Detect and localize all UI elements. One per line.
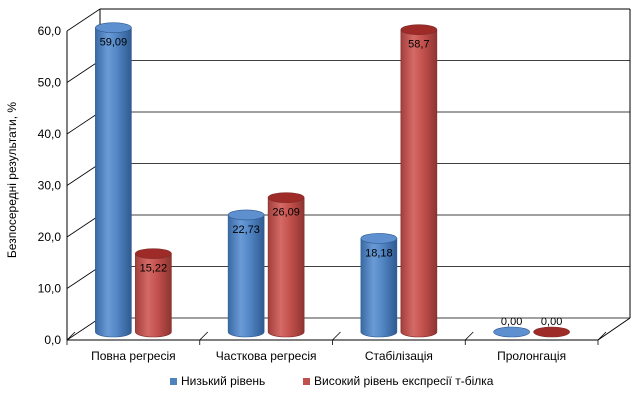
gridline-side (66, 8, 101, 32)
bar-cylinder (360, 233, 398, 338)
gridline-side (66, 317, 101, 341)
bar-cylinder (493, 326, 530, 338)
bar-body (135, 253, 172, 338)
data-label: 22,73 (232, 224, 260, 236)
x-tick-label: Стабілізація (365, 349, 433, 363)
bar-cap (95, 22, 132, 33)
x-tick-label: Повна регресія (91, 349, 176, 363)
data-label: 0,00 (501, 316, 522, 328)
bar-body (400, 29, 438, 338)
y-tick-label: 10,0 (38, 282, 62, 296)
y-axis-title: Безпосередні результати, % (5, 102, 19, 258)
bar-cap (400, 24, 438, 35)
bar-body (227, 214, 265, 338)
data-label: 26,09 (272, 207, 300, 219)
legend-label: Високий рівень експресії т-білка (314, 374, 494, 388)
bar-cap (533, 326, 570, 338)
data-label: 59,09 (100, 37, 128, 49)
x-tick (597, 331, 607, 341)
gridline-side (66, 60, 101, 83)
x-tick-label: Часткова регресія (216, 349, 317, 363)
x-tick (66, 331, 76, 341)
data-label: 0,00 (541, 316, 562, 328)
bar-cap (227, 209, 265, 221)
data-label: 18,18 (365, 247, 393, 259)
legend-swatch (170, 378, 177, 385)
y-tick-label: 60,0 (38, 24, 62, 38)
y-tick-label: 0,0 (44, 333, 61, 347)
bar-cylinder (400, 24, 438, 338)
legend-label: Низький рівень (181, 374, 265, 388)
bar-cylinder (95, 22, 132, 338)
y-tick-label: 40,0 (38, 127, 62, 141)
bar-cap (135, 248, 172, 259)
bar-cap (267, 192, 305, 203)
x-tick (199, 331, 209, 341)
x-tick (464, 331, 474, 341)
x-tick (332, 331, 341, 341)
y-tick-label: 30,0 (38, 179, 62, 193)
y-tick-label: 20,0 (38, 230, 62, 244)
gridline-side (66, 214, 101, 238)
bar-cylinder (267, 192, 305, 338)
bar-body (360, 238, 398, 338)
gridline-side (66, 163, 101, 186)
x-tick-label: Пролонгація (497, 349, 566, 363)
data-label: 15,22 (140, 263, 168, 275)
legend-swatch (303, 378, 310, 385)
bar-body (95, 27, 132, 338)
y-tick-label: 50,0 (38, 76, 62, 90)
bar-body (267, 197, 305, 338)
gridline-side (66, 111, 101, 135)
data-label: 58,7 (408, 39, 429, 51)
bar-cylinder (227, 209, 265, 338)
gridline-side (66, 266, 101, 289)
floor-right-edge (597, 317, 631, 341)
bar-cap (360, 233, 398, 244)
bar-cap (493, 326, 530, 338)
bar-cylinder (135, 248, 172, 338)
bar-cylinder (533, 326, 570, 338)
